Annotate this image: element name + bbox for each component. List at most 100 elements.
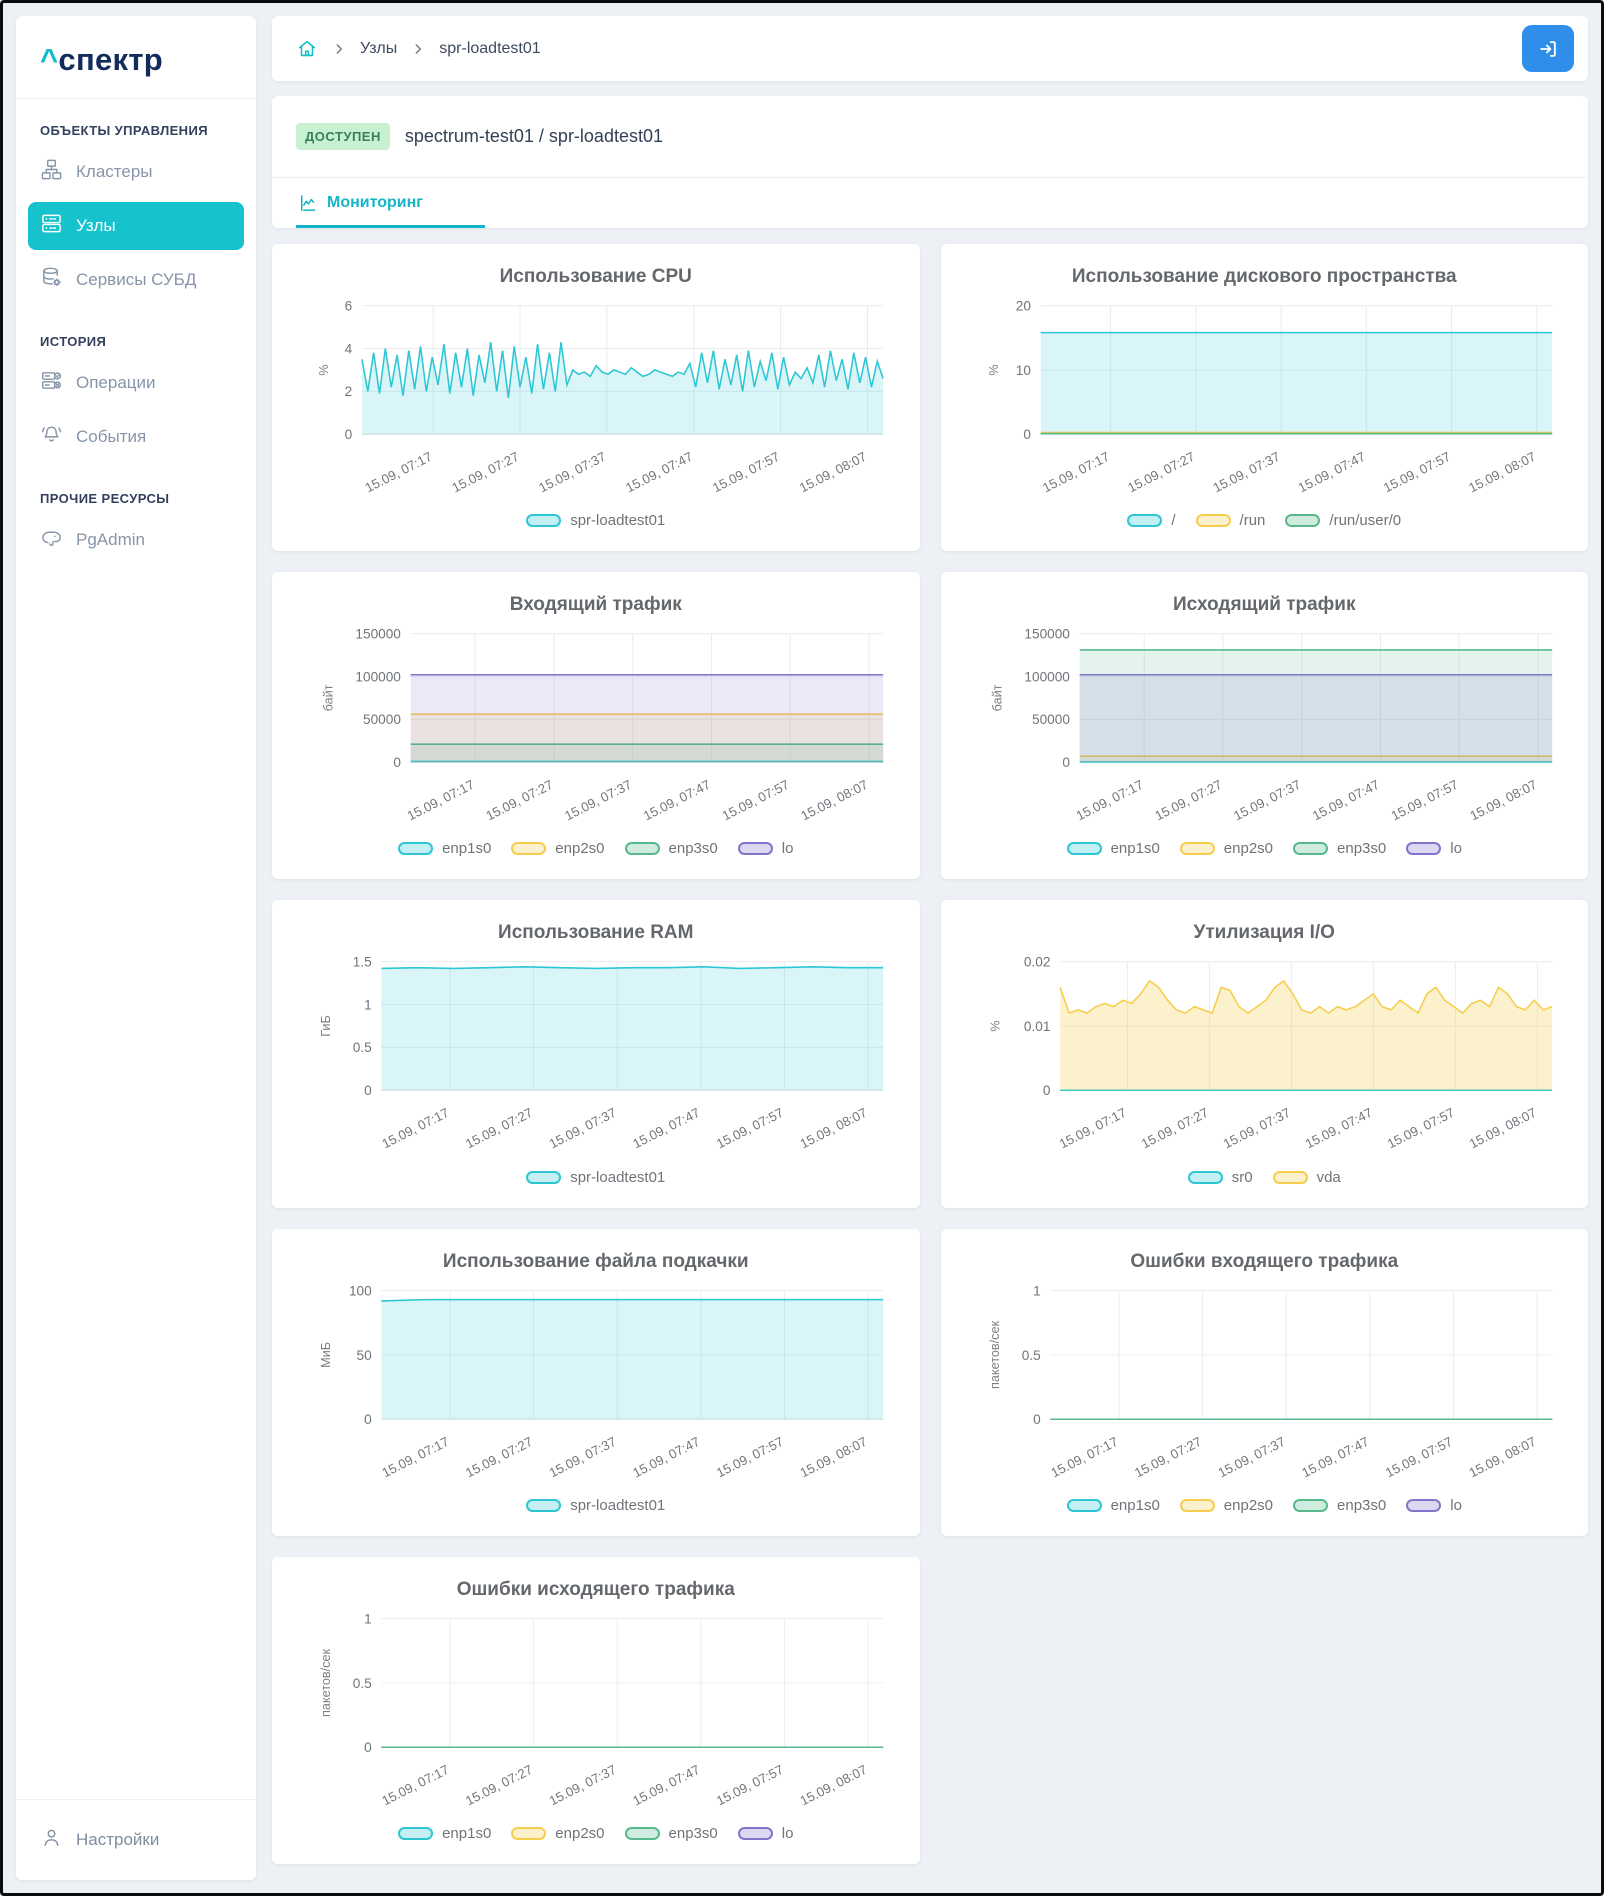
legend-label: enp3s0: [1337, 1496, 1387, 1514]
legend-item[interactable]: /: [1127, 512, 1176, 529]
legend-item[interactable]: lo: [737, 1825, 793, 1842]
chart-card-2: Использование дискового пространства 0 10 2…: [940, 244, 1588, 552]
chart-legend: enp1s0 enp2s0 enp3s0 lo: [953, 840, 1577, 857]
legend-swatch: [1127, 514, 1163, 528]
sidebar-item-clusters[interactable]: Кластеры: [28, 148, 244, 196]
cluster-icon: [40, 158, 63, 186]
chart-card-8: Ошибки входящего трафика 0 0.5 1 15.09, 07:1…: [940, 1228, 1588, 1536]
svg-text:15.09, 07:17: 15.09, 07:17: [1073, 777, 1145, 824]
legend-label: enp3s0: [668, 840, 718, 858]
legend-item[interactable]: lo: [1406, 840, 1462, 857]
y-axis-unit: %: [988, 1021, 1002, 1032]
legend-item[interactable]: enp3s0: [1293, 840, 1386, 857]
svg-text:0.5: 0.5: [353, 1041, 372, 1056]
logo-caret: ^: [40, 42, 59, 77]
chart-legend: spr-loadtest01: [284, 512, 908, 529]
legend-label: enp1s0: [1110, 1496, 1160, 1514]
svg-text:15.09, 07:47: 15.09, 07:47: [623, 449, 695, 496]
svg-text:15.09, 08:07: 15.09, 08:07: [798, 1762, 870, 1809]
legend-label: enp3s0: [1337, 840, 1387, 858]
svg-text:15.09, 07:57: 15.09, 07:57: [714, 1105, 786, 1152]
legend-item[interactable]: vda: [1272, 1169, 1341, 1186]
svg-text:50000: 50000: [363, 712, 401, 727]
svg-text:15.09, 07:57: 15.09, 07:57: [714, 1433, 786, 1480]
legend-item[interactable]: enp2s0: [1179, 1497, 1273, 1514]
svg-text:15.09, 07:37: 15.09, 07:37: [547, 1762, 619, 1809]
logout-icon: [1540, 40, 1556, 57]
svg-text:15.09, 07:37: 15.09, 07:37: [547, 1105, 619, 1152]
legend-item[interactable]: enp1s0: [1066, 1496, 1160, 1514]
sidebar-item-label: Операции: [76, 373, 156, 392]
chart-legend: spr-loadtest01: [284, 1169, 908, 1186]
legend-item[interactable]: /run/user/0: [1285, 512, 1401, 529]
svg-text:20: 20: [1015, 299, 1031, 314]
tab-monitoring[interactable]: Мониторинг: [296, 178, 485, 228]
svg-text:0.5: 0.5: [353, 1675, 372, 1690]
legend-label: enp2s0: [1223, 840, 1274, 858]
legend-swatch: [1179, 842, 1215, 856]
home-icon[interactable]: [296, 38, 318, 60]
svg-text:15.09, 07:27: 15.09, 07:27: [1132, 1433, 1204, 1480]
legend-item[interactable]: spr-loadtest01: [526, 1169, 665, 1186]
svg-text:15.09, 08:07: 15.09, 08:07: [798, 1433, 870, 1480]
svg-text:15.09, 08:07: 15.09, 08:07: [798, 777, 870, 824]
sidebar-section-history: ИСТОРИЯ: [40, 334, 107, 349]
legend-item[interactable]: lo: [737, 840, 793, 857]
legend-swatch: [511, 1826, 547, 1840]
svg-text:15.09, 07:27: 15.09, 07:27: [1138, 1105, 1210, 1152]
svg-text:15.09, 07:47: 15.09, 07:47: [1295, 449, 1367, 496]
svg-text:15.09, 07:47: 15.09, 07:47: [1309, 777, 1381, 824]
sidebar-item-dbms-services[interactable]: Сервисы СУБД: [28, 256, 244, 304]
legend-item[interactable]: enp3s0: [624, 840, 718, 858]
sidebar-item-operations[interactable]: Операции: [28, 359, 244, 407]
legend-item[interactable]: enp2s0: [511, 840, 605, 857]
legend-item[interactable]: enp2s0: [1179, 840, 1274, 858]
legend-item[interactable]: lo: [1406, 1497, 1462, 1514]
svg-text:15.09, 07:57: 15.09, 07:57: [720, 777, 792, 824]
chevron-right-icon: [332, 42, 346, 56]
sidebar-section-other: ПРОЧИЕ РЕСУРСЫ: [40, 491, 170, 506]
y-axis-unit: байт: [322, 684, 336, 711]
legend-item[interactable]: spr-loadtest01: [526, 1497, 665, 1514]
legend-item[interactable]: enp3s0: [624, 1825, 718, 1842]
logo[interactable]: ^спектр: [16, 16, 256, 99]
legend-item[interactable]: enp1s0: [398, 840, 491, 857]
legend-item[interactable]: sr0: [1187, 1169, 1253, 1186]
chart-plot: 0 10 20 15.09, 07:17 15.09, 07:27 15.09, 07:3…: [986, 299, 1552, 496]
legend-label: /run: [1239, 512, 1266, 530]
svg-text:50000: 50000: [1032, 712, 1070, 727]
chart-title: Ошибки входящего трафика: [1130, 1250, 1399, 1272]
chart-title: Использование дискового пространства: [1071, 266, 1457, 287]
logout-button[interactable]: [1522, 25, 1574, 72]
legend-item[interactable]: spr-loadtest01: [526, 512, 665, 529]
legend-item[interactable]: enp3s0: [1293, 1497, 1386, 1514]
breadcrumb-item-nodes[interactable]: Узлы: [360, 39, 398, 57]
svg-text:15.09, 08:07: 15.09, 08:07: [1466, 1433, 1538, 1480]
svg-text:15.09, 07:37: 15.09, 07:37: [562, 777, 634, 824]
main-content: Узлы spr-loadtest01 ДОСТУПЕН spectrum-te…: [272, 16, 1588, 1880]
host-title: spectrum-test01 / spr-loadtest01: [404, 126, 663, 146]
svg-text:15.09, 07:57: 15.09, 07:57: [710, 449, 782, 496]
legend-swatch: [526, 1498, 562, 1512]
y-axis-unit: %: [986, 364, 1000, 375]
bell-icon: [40, 423, 63, 451]
legend-item[interactable]: enp1s0: [1066, 840, 1160, 857]
legend-item[interactable]: /run: [1195, 512, 1266, 530]
sidebar-nav: ОБЪЕКТЫ УПРАВЛЕНИЯ Кластеры: [16, 99, 256, 570]
svg-text:15.09, 07:57: 15.09, 07:57: [1388, 777, 1460, 824]
sidebar-item-events[interactable]: События: [28, 413, 244, 461]
sidebar-item-settings[interactable]: Настройки: [16, 1799, 256, 1880]
chart-card-1: Использование CPU 0 2 4 6 15.09, 07:17 15.09, …: [272, 244, 920, 552]
legend-item[interactable]: enp1s0: [398, 1825, 491, 1842]
sidebar-item-pgadmin[interactable]: PgAdmin: [28, 516, 244, 564]
legend-item[interactable]: enp2s0: [511, 1825, 605, 1842]
svg-text:15.09, 07:37: 15.09, 07:37: [1210, 449, 1282, 496]
sidebar-item-nodes[interactable]: Узлы: [28, 202, 244, 250]
chart-title: Ошибки исходящего трафика: [456, 1578, 735, 1600]
breadcrumb: Узлы spr-loadtest01: [272, 16, 1588, 81]
